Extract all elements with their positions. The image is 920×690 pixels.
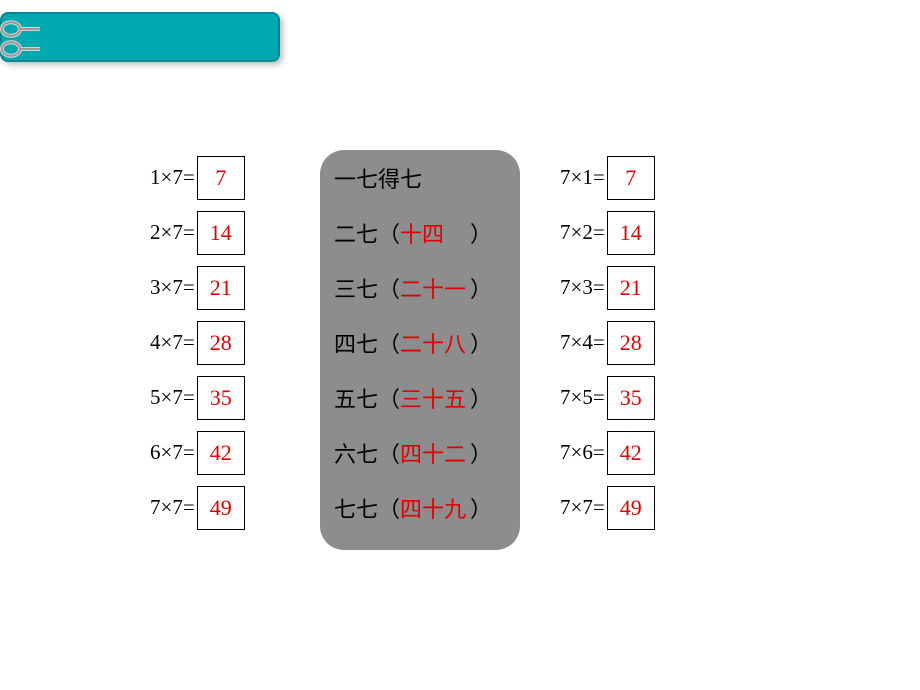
right-expression-cell: 7×5= 35 bbox=[560, 376, 730, 420]
table-row: 1×7= 7 一七得七 7×1= 7 bbox=[150, 150, 770, 205]
right-expression: 7×5= bbox=[560, 385, 605, 410]
middle-phrase-cell: 六七（四十二） bbox=[320, 437, 530, 469]
left-answer-box: 28 bbox=[197, 321, 245, 365]
left-expression-cell: 2×7= 14 bbox=[150, 211, 320, 255]
paren-open: （ bbox=[378, 442, 400, 467]
right-answer-box: 42 bbox=[607, 431, 655, 475]
left-answer-box: 7 bbox=[197, 156, 245, 200]
paren-close: ） bbox=[470, 277, 492, 302]
middle-prefix: 三七 bbox=[334, 277, 378, 302]
binder-ring-icon bbox=[0, 18, 44, 40]
middle-answer: 四十九 bbox=[400, 492, 470, 524]
binder-ring-icon bbox=[0, 38, 44, 60]
right-answer-box: 21 bbox=[607, 266, 655, 310]
middle-phrase-cell: 一七得七 bbox=[320, 162, 530, 194]
left-expression-cell: 4×7= 28 bbox=[150, 321, 320, 365]
right-answer-box: 7 bbox=[607, 156, 655, 200]
right-expression-cell: 7×6= 42 bbox=[560, 431, 730, 475]
table-row: 6×7= 42 六七（四十二） 7×6= 42 bbox=[150, 425, 770, 480]
right-expression: 7×1= bbox=[560, 165, 605, 190]
right-expression: 7×4= bbox=[560, 330, 605, 355]
right-expression-cell: 7×2= 14 bbox=[560, 211, 730, 255]
paren-open: （ bbox=[378, 332, 400, 357]
left-expression-cell: 5×7= 35 bbox=[150, 376, 320, 420]
left-answer-box: 14 bbox=[197, 211, 245, 255]
paren-open: （ bbox=[378, 222, 400, 247]
table-row: 3×7= 21 三七（二十一） 7×3= 21 bbox=[150, 260, 770, 315]
right-expression: 7×6= bbox=[560, 440, 605, 465]
right-expression-cell: 7×4= 28 bbox=[560, 321, 730, 365]
paren-close: ） bbox=[470, 442, 492, 467]
table-row: 7×7= 49 七七（四十九） 7×7= 49 bbox=[150, 480, 770, 535]
middle-phrase-cell: 七七（四十九） bbox=[320, 492, 530, 524]
middle-answer: 三十五 bbox=[400, 382, 470, 414]
left-expression-cell: 6×7= 42 bbox=[150, 431, 320, 475]
middle-prefix: 一七得七 bbox=[334, 167, 422, 192]
middle-answer: 二十八 bbox=[400, 327, 470, 359]
middle-answer: 十四 bbox=[400, 217, 470, 249]
right-answer-box: 49 bbox=[607, 486, 655, 530]
left-expression: 5×7= bbox=[150, 385, 195, 410]
paren-open: （ bbox=[378, 497, 400, 522]
table-row: 5×7= 35 五七（三十五） 7×5= 35 bbox=[150, 370, 770, 425]
right-answer-box: 14 bbox=[607, 211, 655, 255]
middle-prefix: 四七 bbox=[334, 332, 378, 357]
paren-open: （ bbox=[378, 277, 400, 302]
right-expression: 7×3= bbox=[560, 275, 605, 300]
paren-close: ） bbox=[470, 222, 492, 247]
right-answer-box: 35 bbox=[607, 376, 655, 420]
paren-open: （ bbox=[378, 387, 400, 412]
middle-phrase-cell: 四七（二十八） bbox=[320, 327, 530, 359]
middle-prefix: 二七 bbox=[334, 222, 378, 247]
left-expression-cell: 7×7= 49 bbox=[150, 486, 320, 530]
right-expression-cell: 7×7= 49 bbox=[560, 486, 730, 530]
middle-phrase-cell: 二七（十四） bbox=[320, 217, 530, 249]
left-expression: 3×7= bbox=[150, 275, 195, 300]
multiplication-table: 1×7= 7 一七得七 7×1= 7 2×7= 14 二七（十四） 7×2= 1… bbox=[150, 150, 770, 535]
paren-close: ） bbox=[470, 387, 492, 412]
middle-prefix: 七七 bbox=[334, 497, 378, 522]
paren-close: ） bbox=[470, 332, 492, 357]
left-expression: 4×7= bbox=[150, 330, 195, 355]
table-row: 2×7= 14 二七（十四） 7×2= 14 bbox=[150, 205, 770, 260]
right-answer-box: 28 bbox=[607, 321, 655, 365]
table-row: 4×7= 28 四七（二十八） 7×4= 28 bbox=[150, 315, 770, 370]
middle-answer: 二十一 bbox=[400, 272, 470, 304]
left-answer-box: 21 bbox=[197, 266, 245, 310]
left-answer-box: 42 bbox=[197, 431, 245, 475]
left-expression: 6×7= bbox=[150, 440, 195, 465]
middle-prefix: 六七 bbox=[334, 442, 378, 467]
right-expression: 7×7= bbox=[560, 495, 605, 520]
left-expression: 1×7= bbox=[150, 165, 195, 190]
middle-prefix: 五七 bbox=[334, 387, 378, 412]
right-expression-cell: 7×1= 7 bbox=[560, 156, 730, 200]
left-expression-cell: 3×7= 21 bbox=[150, 266, 320, 310]
middle-phrase-cell: 五七（三十五） bbox=[320, 382, 530, 414]
left-answer-box: 49 bbox=[197, 486, 245, 530]
right-expression: 7×2= bbox=[560, 220, 605, 245]
paren-close: ） bbox=[470, 497, 492, 522]
left-answer-box: 35 bbox=[197, 376, 245, 420]
middle-phrase-cell: 三七（二十一） bbox=[320, 272, 530, 304]
left-expression: 2×7= bbox=[150, 220, 195, 245]
left-expression: 7×7= bbox=[150, 495, 195, 520]
left-expression-cell: 1×7= 7 bbox=[150, 156, 320, 200]
right-expression-cell: 7×3= 21 bbox=[560, 266, 730, 310]
middle-answer: 四十二 bbox=[400, 437, 470, 469]
